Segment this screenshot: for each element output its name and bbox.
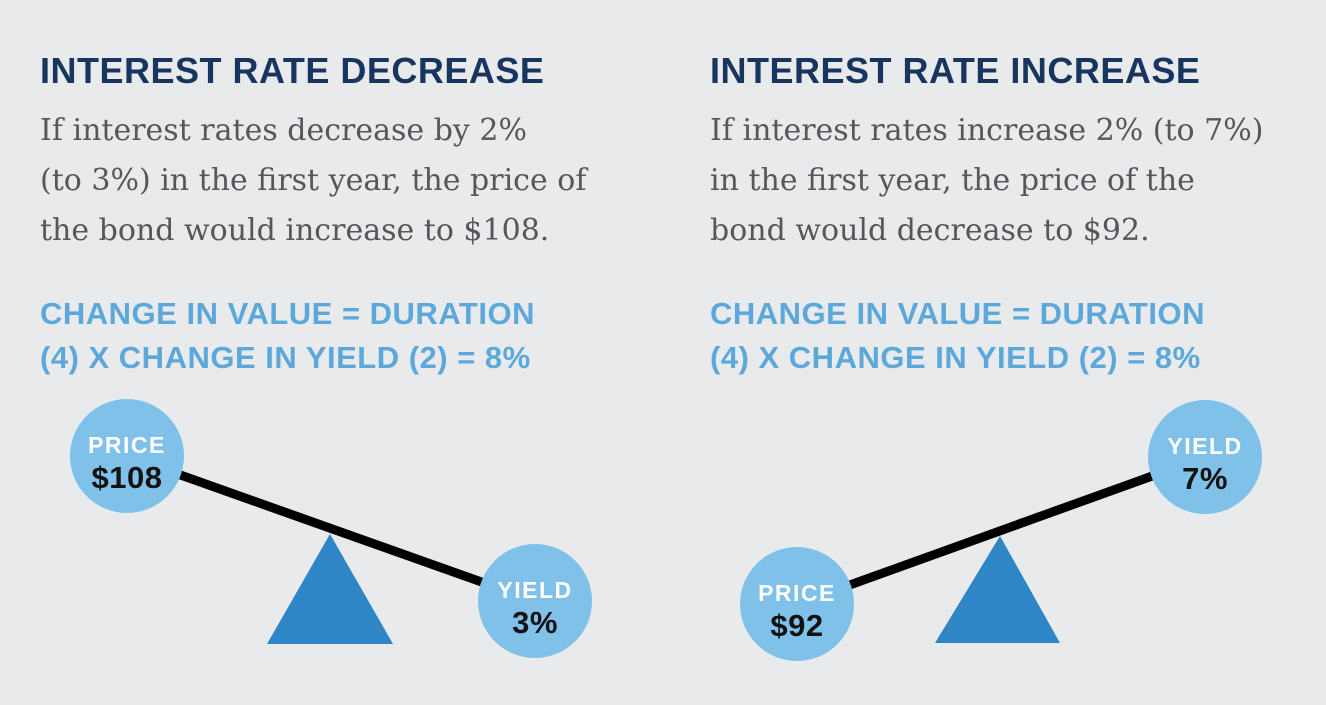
body-line: If interest rates decrease by 2%: [40, 113, 527, 148]
yield-circle: [1148, 400, 1262, 514]
panel-formula-decrease: CHANGE IN VALUE = DURATION (4) X CHANGE …: [40, 292, 535, 380]
yield-value: 7%: [1182, 461, 1228, 496]
body-line: the bond would increase to $108.: [40, 213, 550, 248]
panel-interest-rate-decrease: INTEREST RATE DECREASE If interest rates…: [40, 0, 660, 705]
yield-label: YIELD: [1167, 433, 1242, 459]
seesaw-beam: [125, 451, 537, 606]
seesaw-diagram-decrease: PRICE $108 YIELD 3%: [70, 399, 592, 658]
price-label: PRICE: [88, 432, 166, 458]
panel-interest-rate-increase: INTEREST RATE INCREASE If interest rates…: [710, 0, 1326, 705]
fulcrum-triangle-icon: [267, 534, 393, 644]
body-line: (to 3%) in the first year, the price of: [40, 163, 587, 198]
yield-circle: [478, 544, 592, 658]
yield-value: 3%: [512, 605, 558, 640]
formula-line: CHANGE IN VALUE = DURATION: [40, 296, 535, 331]
formula-line: (4) X CHANGE IN YIELD (2) = 8%: [40, 340, 531, 375]
price-value: $108: [92, 460, 163, 495]
price-label: PRICE: [758, 580, 836, 606]
panel-title-decrease: INTEREST RATE DECREASE: [40, 50, 545, 91]
price-value: $92: [770, 608, 823, 643]
formula-line: CHANGE IN VALUE = DURATION: [710, 296, 1205, 331]
body-line: If interest rates increase 2% (to 7%): [710, 113, 1264, 148]
seesaw-beam: [795, 452, 1207, 609]
panel-description-decrease: If interest rates decrease by 2% (to 3%)…: [40, 106, 586, 256]
body-line: bond would decrease to $92.: [710, 213, 1150, 248]
body-line: in the first year, the price of the: [710, 163, 1195, 198]
price-circle: [740, 547, 854, 661]
fulcrum-triangle-icon: [935, 536, 1060, 643]
panel-description-increase: If interest rates increase 2% (to 7%) in…: [710, 106, 1263, 256]
panel-formula-increase: CHANGE IN VALUE = DURATION (4) X CHANGE …: [710, 292, 1205, 380]
formula-line: (4) X CHANGE IN YIELD (2) = 8%: [710, 340, 1201, 375]
panel-title-increase: INTEREST RATE INCREASE: [710, 50, 1201, 91]
yield-label: YIELD: [497, 577, 572, 603]
price-circle: [70, 399, 184, 513]
seesaw-diagram-increase: PRICE $92 YIELD 7%: [740, 400, 1262, 661]
